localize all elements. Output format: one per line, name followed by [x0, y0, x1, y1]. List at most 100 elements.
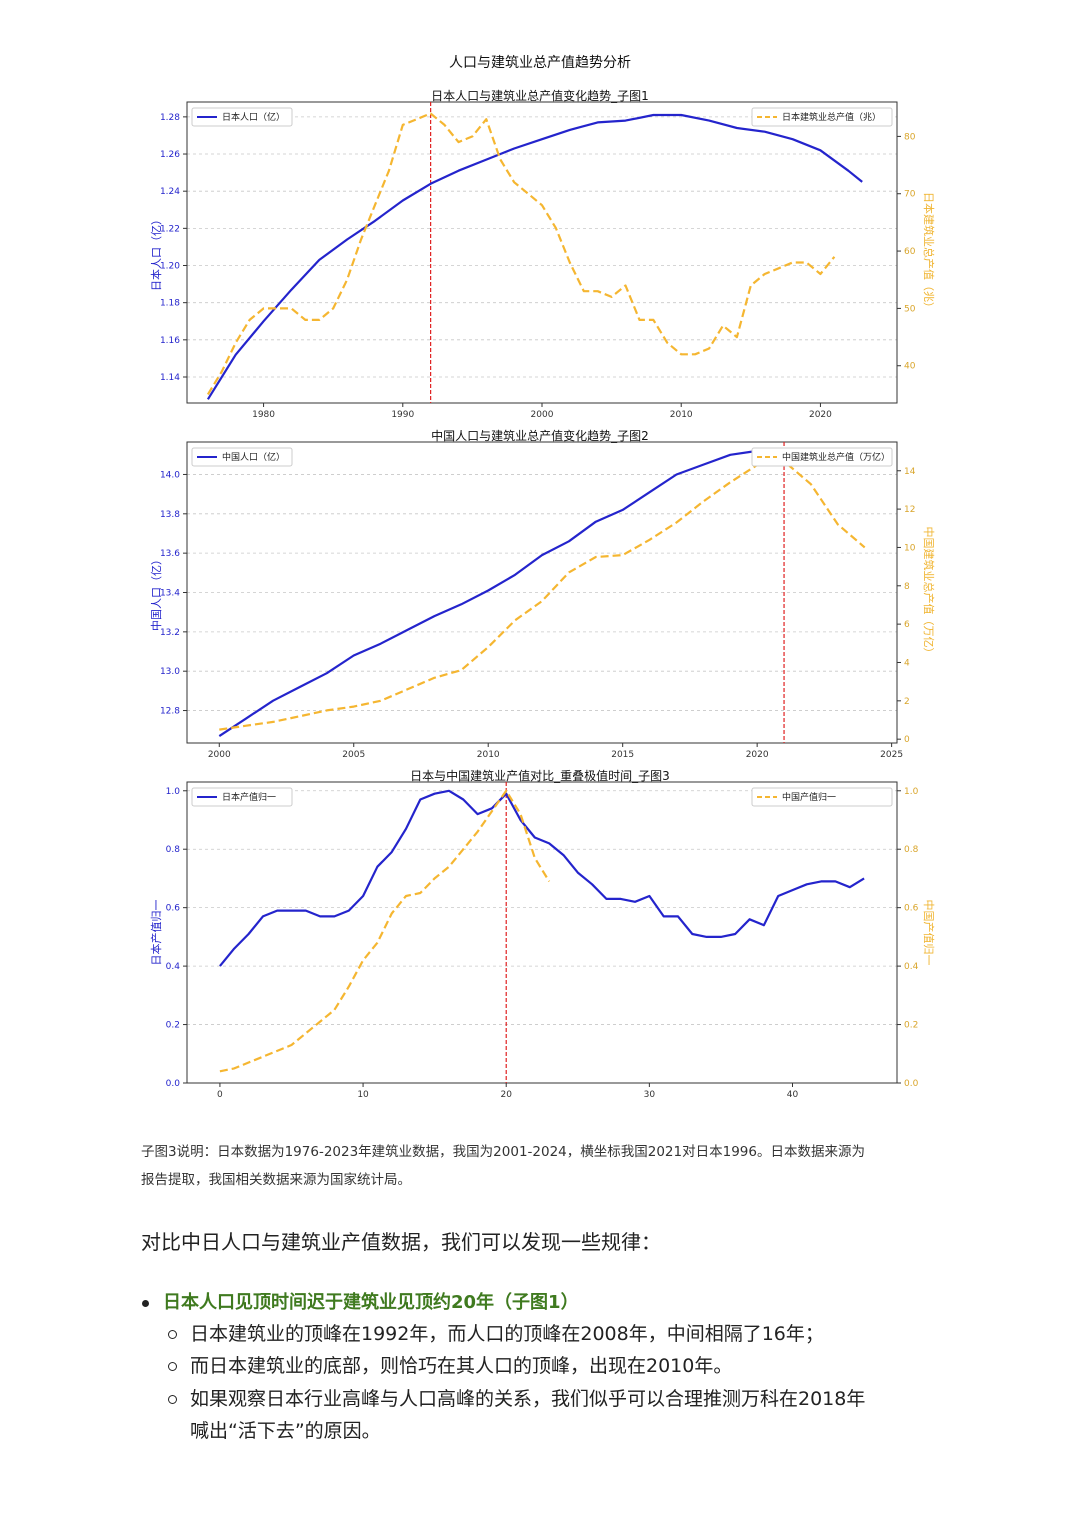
y2-axis-label: 中国产值归一: [922, 900, 936, 966]
y-tick-label: 13.2: [160, 628, 180, 638]
y-tick-label: 1.14: [160, 373, 180, 383]
figure-suptitle: 人口与建筑业总产值趋势分析: [449, 55, 631, 71]
y2-tick-label: 50: [904, 304, 916, 314]
bullet-dot-icon: [142, 1299, 149, 1307]
y-tick-label: 13.4: [160, 589, 180, 599]
legend-right: 中国产值归一: [751, 787, 893, 807]
legend-label: 日本产值归一: [222, 791, 276, 803]
x-tick-label: 2010: [670, 410, 693, 420]
legend-box: [751, 787, 893, 807]
y2-tick-label: 60: [904, 247, 916, 257]
x-tick-label: 2005: [342, 750, 365, 760]
series-line-right: [206, 112, 836, 395]
y2-tick-label: 10: [904, 543, 916, 553]
y2-axis-label: 中国建筑业总产值（万亿）: [922, 527, 936, 659]
y-tick-label: 1.26: [160, 150, 180, 160]
y-axis-label: 中国人口（亿）: [150, 554, 163, 631]
legend-box: [191, 107, 293, 127]
legend-left: 日本人口（亿）: [191, 107, 293, 127]
y2-axis-label: 日本建筑业总产值（兆）: [922, 192, 936, 313]
series-line-left: [206, 113, 863, 400]
chart3-normalized-comparison: 0.0 0.2 0.4 0.6 0.8 1.0 0.0 0.2 0.4 0.6 0.8 1.0 0 10 2…: [149, 781, 936, 1100]
y-axis-label: 日本人口（亿）: [149, 214, 163, 291]
x-tick-label: 2010: [477, 750, 500, 760]
chart1-japan-population-construction: 1.14 1.16 1.18 1.20 1.22 1.24 1.26 1.28 40 50 60 70…: [149, 101, 936, 420]
y-tick-label: 0.0: [166, 1079, 181, 1089]
y-tick-label: 14.0: [160, 470, 180, 480]
x-tick-label: 0: [217, 1090, 223, 1100]
legend-box: [751, 107, 893, 127]
chart3-title: 日本与中国建筑业产值对比_重叠极值时间_子图3: [410, 769, 670, 783]
x-tick-label: 2015: [611, 750, 634, 760]
series-line-right: [219, 789, 551, 1073]
y2-tick-label: 0.6: [904, 904, 919, 914]
x-tick-label: 2000: [208, 750, 231, 760]
y2-tick-label: 0.4: [904, 962, 919, 972]
y-tick-label: 0.2: [166, 1021, 180, 1031]
hollow-bullet-icon: [168, 1330, 177, 1339]
bullet-heading: 日本人口见顶时间迟于建筑业见顶约20年（子图1）: [142, 1288, 579, 1314]
series-line-left: [218, 448, 865, 738]
y2-tick-label: 12: [904, 505, 915, 515]
series-line-left: [219, 789, 865, 967]
x-tick-label: 10: [357, 1090, 369, 1100]
legend-label: 中国建筑业总产值（万亿）: [782, 451, 890, 463]
lead-paragraph: 对比中日人口与建筑业产值数据，我们可以发现一些规律：: [141, 1230, 661, 1254]
y-tick-label: 0.8: [166, 845, 181, 855]
x-tick-label: 20: [500, 1090, 512, 1100]
x-tick-label: 2000: [531, 410, 554, 420]
y2-tick-label: 6: [904, 620, 910, 630]
x-tick-label: 1990: [391, 410, 414, 420]
legend-box: [191, 787, 293, 807]
chart1-title: 日本人口与建筑业总产值变化趋势_子图1: [431, 89, 649, 103]
hollow-bullet-icon: [168, 1362, 177, 1371]
plot-frame: [186, 101, 898, 404]
figure-caption: 子图3说明：日本数据为1976-2023年建筑业数据，我国为2001-2024，…: [141, 1138, 941, 1194]
legend-box: [191, 447, 293, 467]
plot-frame: [186, 781, 898, 1084]
y2-tick-label: 1.0: [904, 787, 919, 797]
y2-tick-label: 0: [904, 735, 910, 745]
y2-tick-label: 0.2: [904, 1021, 918, 1031]
y2-tick-label: 4: [904, 658, 910, 668]
legend-right: 中国建筑业总产值（万亿）: [751, 447, 893, 467]
y-tick-label: 1.18: [160, 299, 180, 309]
y-tick-label: 12.8: [160, 707, 180, 717]
y-tick-label: 13.0: [160, 667, 180, 677]
y2-tick-label: 0.0: [904, 1079, 919, 1089]
x-tick-label: 2020: [746, 750, 769, 760]
caption-line-2: 报告提取，我国相关数据来源为国家统计局。: [141, 1172, 411, 1188]
y-tick-label: 13.6: [160, 549, 180, 559]
caption-line-1: 子图3说明：日本数据为1976-2023年建筑业数据，我国为2001-2024，…: [141, 1144, 865, 1160]
y-tick-label: 1.24: [160, 187, 180, 197]
y-tick-label: 1.22: [160, 224, 180, 234]
x-tick-label: 2020: [809, 410, 832, 420]
legend-left: 日本产值归一: [191, 787, 293, 807]
y-tick-label: 1.28: [160, 113, 180, 123]
legend-label: 日本人口（亿）: [222, 111, 285, 123]
y2-tick-label: 80: [904, 132, 916, 142]
y2-tick-label: 2: [904, 697, 910, 707]
y-axis-label: 日本产值归一: [149, 900, 163, 966]
y2-tick-label: 70: [904, 190, 916, 200]
x-tick-label: 1980: [252, 410, 275, 420]
x-tick-label: 40: [787, 1090, 799, 1100]
y-tick-label: 13.8: [160, 510, 180, 520]
y-tick-label: 1.0: [166, 787, 181, 797]
y2-tick-label: 0.8: [904, 845, 919, 855]
legend-box: [751, 447, 893, 467]
y2-tick-label: 14: [904, 467, 916, 477]
y-tick-label: 0.6: [166, 904, 181, 914]
legend-label: 中国人口（亿）: [222, 451, 285, 463]
legend-right: 日本建筑业总产值（兆）: [751, 107, 893, 127]
y-tick-label: 1.20: [160, 262, 180, 272]
legend-label: 日本建筑业总产值（兆）: [782, 111, 881, 123]
legend-label: 中国产值归一: [782, 791, 836, 803]
y-tick-label: 1.16: [160, 336, 180, 346]
sub-bullet-3: 如果观察日本行业高峰与人口高峰的关系，我们似乎可以合理推测万科在2018年 喊出…: [168, 1383, 948, 1447]
sub-bullet-1: 日本建筑业的顶峰在1992年，而人口的顶峰在2008年，中间相隔了16年；: [168, 1318, 948, 1350]
legend-left: 中国人口（亿）: [191, 447, 293, 467]
y2-tick-label: 8: [904, 582, 910, 592]
series-line-right: [219, 460, 866, 731]
x-tick-label: 30: [644, 1090, 656, 1100]
